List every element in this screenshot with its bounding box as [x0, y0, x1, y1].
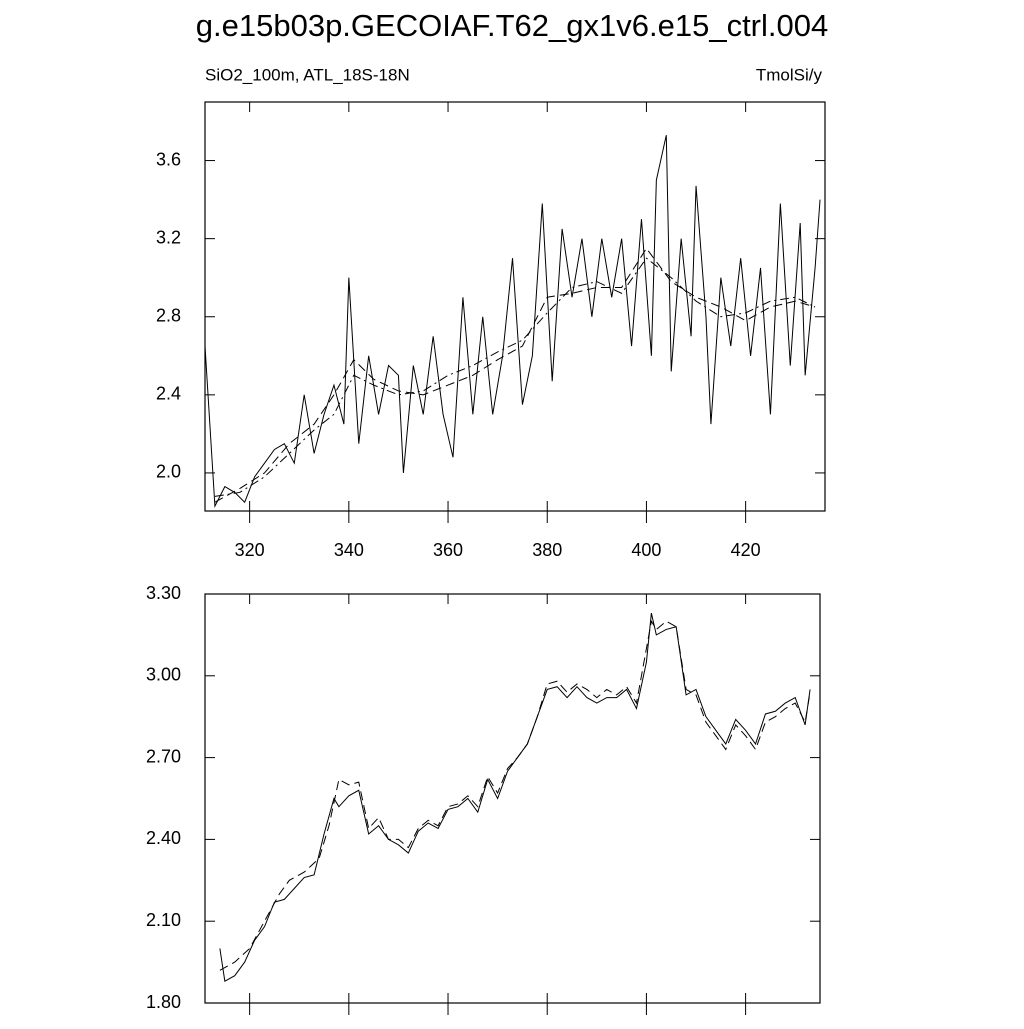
x-tick-label: 380 [532, 540, 562, 560]
y-tick-label: 3.2 [156, 227, 181, 247]
y-tick-label: 2.70 [146, 746, 181, 766]
plot-frame [204, 593, 821, 1004]
chart-title: g.e15b03p.GECOIAF.T62_gx1v6.e15_ctrl.004 [196, 8, 828, 43]
subtitle: SiO2_100m, ATL_18S-18N [205, 65, 410, 84]
x-tick-label: 360 [433, 540, 463, 560]
y-tick-label: 3.00 [146, 665, 181, 685]
y-tick-label: 2.8 [156, 305, 181, 325]
y-tick-label: 2.4 [156, 384, 181, 404]
y-tick-label: 3.30 [146, 583, 181, 603]
series-line [219, 612, 811, 982]
unit-label: TmolSi/y [756, 65, 823, 84]
series-line [214, 247, 816, 503]
x-tick-label: 320 [235, 540, 265, 560]
y-tick-label: 1.80 [146, 992, 181, 1012]
series-line [204, 135, 821, 508]
y-tick-label: 2.40 [146, 828, 181, 848]
series-line [219, 619, 811, 971]
x-tick-label: 340 [334, 540, 364, 560]
y-tick-label: 2.10 [146, 910, 181, 930]
x-tick-label: 420 [731, 540, 761, 560]
x-tick-label: 400 [631, 540, 661, 560]
series-line [214, 257, 816, 497]
plot-frame [204, 101, 826, 512]
y-tick-label: 3.6 [156, 149, 181, 169]
y-tick-label: 2.0 [156, 462, 181, 482]
